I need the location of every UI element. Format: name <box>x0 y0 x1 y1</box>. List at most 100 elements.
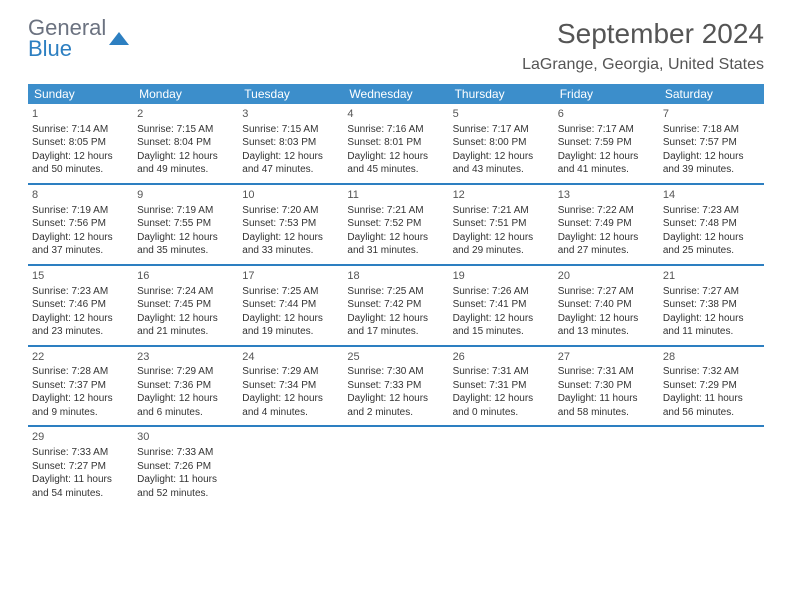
day-info: Sunrise: 7:32 AMSunset: 7:29 PMDaylight:… <box>663 365 760 419</box>
day-number: 23 <box>137 350 234 365</box>
calendar-day-cell: 26Sunrise: 7:31 AMSunset: 7:31 PMDayligh… <box>449 347 554 426</box>
calendar-empty-cell <box>554 427 659 506</box>
page-title: September 2024 <box>522 18 764 50</box>
day-info: Sunrise: 7:18 AMSunset: 7:57 PMDaylight:… <box>663 123 760 177</box>
calendar-week-row: 8Sunrise: 7:19 AMSunset: 7:56 PMDaylight… <box>28 185 764 266</box>
day-info: Sunrise: 7:23 AMSunset: 7:46 PMDaylight:… <box>32 285 129 339</box>
day-info: Sunrise: 7:22 AMSunset: 7:49 PMDaylight:… <box>558 204 655 258</box>
weekday-header: Saturday <box>659 84 764 104</box>
calendar-day-cell: 14Sunrise: 7:23 AMSunset: 7:48 PMDayligh… <box>659 185 764 264</box>
calendar-day-cell: 13Sunrise: 7:22 AMSunset: 7:49 PMDayligh… <box>554 185 659 264</box>
day-number: 12 <box>453 188 550 203</box>
calendar-day-cell: 29Sunrise: 7:33 AMSunset: 7:27 PMDayligh… <box>28 427 133 506</box>
weekday-header: Friday <box>554 84 659 104</box>
weekday-header: Wednesday <box>343 84 448 104</box>
logo-line2: Blue <box>28 39 106 60</box>
logo: General Blue <box>28 18 130 60</box>
day-number: 22 <box>32 350 129 365</box>
day-info: Sunrise: 7:14 AMSunset: 8:05 PMDaylight:… <box>32 123 129 177</box>
day-info: Sunrise: 7:16 AMSunset: 8:01 PMDaylight:… <box>347 123 444 177</box>
day-info: Sunrise: 7:17 AMSunset: 7:59 PMDaylight:… <box>558 123 655 177</box>
day-info: Sunrise: 7:27 AMSunset: 7:38 PMDaylight:… <box>663 285 760 339</box>
calendar-day-cell: 11Sunrise: 7:21 AMSunset: 7:52 PMDayligh… <box>343 185 448 264</box>
day-info: Sunrise: 7:21 AMSunset: 7:52 PMDaylight:… <box>347 204 444 258</box>
calendar-day-cell: 3Sunrise: 7:15 AMSunset: 8:03 PMDaylight… <box>238 104 343 183</box>
header: General Blue September 2024 LaGrange, Ge… <box>28 18 764 74</box>
day-info: Sunrise: 7:24 AMSunset: 7:45 PMDaylight:… <box>137 285 234 339</box>
location-text: LaGrange, Georgia, United States <box>522 56 764 74</box>
day-number: 21 <box>663 269 760 284</box>
day-number: 6 <box>558 107 655 122</box>
day-number: 29 <box>32 430 129 445</box>
day-info: Sunrise: 7:31 AMSunset: 7:30 PMDaylight:… <box>558 365 655 419</box>
calendar-day-cell: 2Sunrise: 7:15 AMSunset: 8:04 PMDaylight… <box>133 104 238 183</box>
day-number: 28 <box>663 350 760 365</box>
day-info: Sunrise: 7:27 AMSunset: 7:40 PMDaylight:… <box>558 285 655 339</box>
day-number: 11 <box>347 188 444 203</box>
day-info: Sunrise: 7:33 AMSunset: 7:27 PMDaylight:… <box>32 446 129 500</box>
day-number: 19 <box>453 269 550 284</box>
calendar-day-cell: 22Sunrise: 7:28 AMSunset: 7:37 PMDayligh… <box>28 347 133 426</box>
day-info: Sunrise: 7:25 AMSunset: 7:42 PMDaylight:… <box>347 285 444 339</box>
day-number: 9 <box>137 188 234 203</box>
calendar-day-cell: 30Sunrise: 7:33 AMSunset: 7:26 PMDayligh… <box>133 427 238 506</box>
day-number: 20 <box>558 269 655 284</box>
day-number: 2 <box>137 107 234 122</box>
calendar-day-cell: 20Sunrise: 7:27 AMSunset: 7:40 PMDayligh… <box>554 266 659 345</box>
day-info: Sunrise: 7:26 AMSunset: 7:41 PMDaylight:… <box>453 285 550 339</box>
day-info: Sunrise: 7:17 AMSunset: 8:00 PMDaylight:… <box>453 123 550 177</box>
day-info: Sunrise: 7:19 AMSunset: 7:55 PMDaylight:… <box>137 204 234 258</box>
day-number: 14 <box>663 188 760 203</box>
day-number: 30 <box>137 430 234 445</box>
day-number: 26 <box>453 350 550 365</box>
calendar-empty-cell <box>343 427 448 506</box>
calendar-day-cell: 16Sunrise: 7:24 AMSunset: 7:45 PMDayligh… <box>133 266 238 345</box>
calendar-day-cell: 15Sunrise: 7:23 AMSunset: 7:46 PMDayligh… <box>28 266 133 345</box>
day-info: Sunrise: 7:33 AMSunset: 7:26 PMDaylight:… <box>137 446 234 500</box>
calendar-day-cell: 8Sunrise: 7:19 AMSunset: 7:56 PMDaylight… <box>28 185 133 264</box>
calendar-day-cell: 23Sunrise: 7:29 AMSunset: 7:36 PMDayligh… <box>133 347 238 426</box>
calendar-day-cell: 17Sunrise: 7:25 AMSunset: 7:44 PMDayligh… <box>238 266 343 345</box>
day-info: Sunrise: 7:19 AMSunset: 7:56 PMDaylight:… <box>32 204 129 258</box>
day-number: 16 <box>137 269 234 284</box>
calendar-day-cell: 5Sunrise: 7:17 AMSunset: 8:00 PMDaylight… <box>449 104 554 183</box>
day-info: Sunrise: 7:23 AMSunset: 7:48 PMDaylight:… <box>663 204 760 258</box>
weekday-header-row: SundayMondayTuesdayWednesdayThursdayFrid… <box>28 84 764 104</box>
calendar-day-cell: 19Sunrise: 7:26 AMSunset: 7:41 PMDayligh… <box>449 266 554 345</box>
calendar-day-cell: 18Sunrise: 7:25 AMSunset: 7:42 PMDayligh… <box>343 266 448 345</box>
day-number: 25 <box>347 350 444 365</box>
day-number: 1 <box>32 107 129 122</box>
day-number: 8 <box>32 188 129 203</box>
calendar-empty-cell <box>238 427 343 506</box>
day-number: 18 <box>347 269 444 284</box>
day-number: 17 <box>242 269 339 284</box>
day-info: Sunrise: 7:15 AMSunset: 8:04 PMDaylight:… <box>137 123 234 177</box>
day-info: Sunrise: 7:29 AMSunset: 7:36 PMDaylight:… <box>137 365 234 419</box>
calendar-week-row: 15Sunrise: 7:23 AMSunset: 7:46 PMDayligh… <box>28 266 764 347</box>
day-info: Sunrise: 7:31 AMSunset: 7:31 PMDaylight:… <box>453 365 550 419</box>
calendar-day-cell: 7Sunrise: 7:18 AMSunset: 7:57 PMDaylight… <box>659 104 764 183</box>
calendar-day-cell: 24Sunrise: 7:29 AMSunset: 7:34 PMDayligh… <box>238 347 343 426</box>
calendar-day-cell: 6Sunrise: 7:17 AMSunset: 7:59 PMDaylight… <box>554 104 659 183</box>
day-info: Sunrise: 7:30 AMSunset: 7:33 PMDaylight:… <box>347 365 444 419</box>
calendar-weeks: 1Sunrise: 7:14 AMSunset: 8:05 PMDaylight… <box>28 104 764 506</box>
title-block: September 2024 LaGrange, Georgia, United… <box>522 18 764 74</box>
day-number: 24 <box>242 350 339 365</box>
calendar-week-row: 1Sunrise: 7:14 AMSunset: 8:05 PMDaylight… <box>28 104 764 185</box>
logo-triangle-icon <box>108 30 130 48</box>
calendar-day-cell: 12Sunrise: 7:21 AMSunset: 7:51 PMDayligh… <box>449 185 554 264</box>
day-number: 10 <box>242 188 339 203</box>
calendar-day-cell: 9Sunrise: 7:19 AMSunset: 7:55 PMDaylight… <box>133 185 238 264</box>
day-number: 15 <box>32 269 129 284</box>
weekday-header: Thursday <box>449 84 554 104</box>
day-info: Sunrise: 7:29 AMSunset: 7:34 PMDaylight:… <box>242 365 339 419</box>
calendar-day-cell: 4Sunrise: 7:16 AMSunset: 8:01 PMDaylight… <box>343 104 448 183</box>
calendar-day-cell: 1Sunrise: 7:14 AMSunset: 8:05 PMDaylight… <box>28 104 133 183</box>
calendar-day-cell: 21Sunrise: 7:27 AMSunset: 7:38 PMDayligh… <box>659 266 764 345</box>
calendar-empty-cell <box>449 427 554 506</box>
calendar: SundayMondayTuesdayWednesdayThursdayFrid… <box>28 84 764 506</box>
day-info: Sunrise: 7:21 AMSunset: 7:51 PMDaylight:… <box>453 204 550 258</box>
weekday-header: Sunday <box>28 84 133 104</box>
calendar-week-row: 29Sunrise: 7:33 AMSunset: 7:27 PMDayligh… <box>28 427 764 506</box>
day-info: Sunrise: 7:15 AMSunset: 8:03 PMDaylight:… <box>242 123 339 177</box>
